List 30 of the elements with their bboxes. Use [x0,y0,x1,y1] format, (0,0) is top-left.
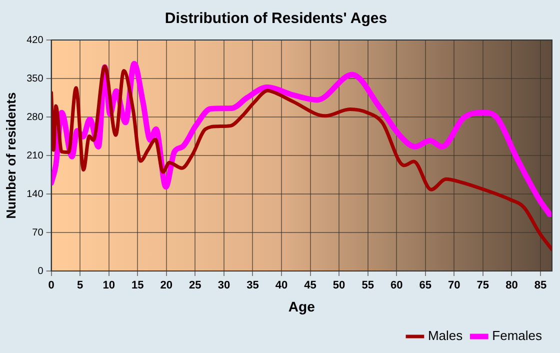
y-tick-label: 70 [32,227,44,238]
x-tick-label: 60 [390,280,403,292]
y-axis-title: Number of residents [3,92,18,219]
y-tick-label: 280 [26,112,44,123]
x-axis-title: Age [288,298,316,314]
x-tick-label: 5 [77,280,84,292]
x-tick-label: 25 [189,280,202,292]
x-tick-label: 0 [48,280,54,292]
y-tick-label: 350 [26,73,44,84]
x-tick-label: 75 [476,280,490,292]
x-tick-label: 55 [362,280,374,292]
y-tick-label: 420 [26,34,44,46]
legend-label: Females [492,328,542,344]
x-tick-label: 80 [506,280,518,292]
y-tick-label: 140 [26,188,44,200]
x-tick-label: 40 [275,280,288,292]
x-tick-label: 10 [102,280,115,292]
x-tick-label: 70 [448,280,460,292]
x-tick-label: 30 [218,280,230,292]
y-tick-label: 0 [38,266,44,277]
x-tick-label: 45 [304,280,316,292]
chart-title: Distribution of Residents' Ages [164,10,388,28]
y-tick-label: 210 [26,150,44,162]
x-tick-label: 65 [419,280,432,292]
x-tick-label: 85 [534,280,547,292]
legend-label: Males [428,328,464,344]
x-tick-label: 50 [332,280,346,292]
x-tick-label: 35 [246,280,259,292]
x-tick-label: 20 [160,280,173,292]
x-tick-label: 15 [131,280,144,292]
